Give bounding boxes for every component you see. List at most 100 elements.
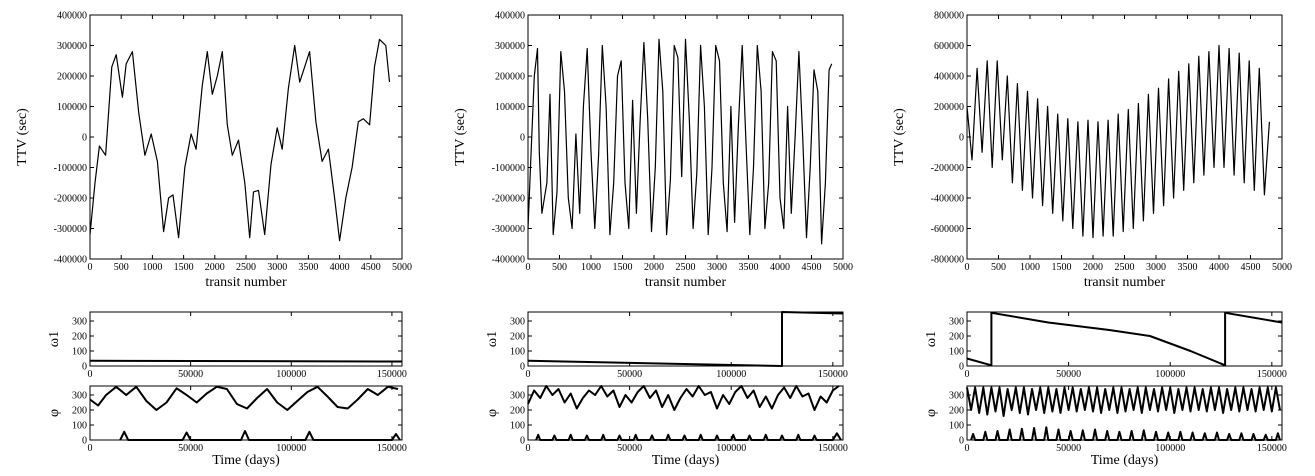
x-tick-label: 50000 xyxy=(617,369,642,380)
y-tick-label: 300 xyxy=(949,317,964,328)
y-tick-label: 200000 xyxy=(57,72,87,83)
y-tick-label: 400000 xyxy=(934,72,964,83)
x-tick-label: 0 xyxy=(965,369,970,380)
y-axis-label: φ xyxy=(485,409,500,417)
y-tick-label: 200 xyxy=(949,332,964,343)
series-line-ttv2-0 xyxy=(527,38,833,245)
y-tick-label: -300000 xyxy=(54,224,87,235)
y-tick-label: -200000 xyxy=(931,163,964,174)
x-tick-label: 3500 xyxy=(1178,262,1198,273)
panel-ttv2: 0 500 1000 1500 2000 2500 3000 3500 4000 4500 5000… xyxy=(453,11,853,291)
panel-ttv1: 0 500 1000 1500 2000 2500 3000 3500 4000 4500 5000… xyxy=(15,11,412,291)
x-tick-label: 0 xyxy=(88,369,93,380)
x-tick-label: 2000 xyxy=(644,262,664,273)
y-tick-label: -300000 xyxy=(492,224,525,235)
y-tick-label: -400000 xyxy=(931,194,964,205)
y-tick-label: 100 xyxy=(510,347,525,358)
y-tick-label: 0 xyxy=(959,133,964,144)
x-tick-label: 100000 xyxy=(1155,369,1185,380)
plot-frame xyxy=(89,311,403,367)
x-tick-label: 3000 xyxy=(267,262,287,273)
y-tick-label: -800000 xyxy=(931,255,964,266)
y-tick-label: -400000 xyxy=(54,255,87,266)
x-tick-label: 50000 xyxy=(617,443,642,454)
y-tick-label: -200000 xyxy=(492,194,525,205)
y-tick-label: 300000 xyxy=(495,41,525,52)
plot-frame xyxy=(966,311,1283,367)
x-tick-label: 3500 xyxy=(739,262,759,273)
y-tick-label: 100 xyxy=(72,347,87,358)
x-tick-label: 150000 xyxy=(377,369,407,380)
x-axis-label: transit number xyxy=(205,275,287,290)
y-tick-label: 200 xyxy=(510,332,525,343)
y-tick-label: -100000 xyxy=(54,163,87,174)
series-line-phi_c-1 xyxy=(970,426,1281,441)
x-tick-label: 5000 xyxy=(1272,262,1292,273)
y-tick-label: 0 xyxy=(520,362,525,373)
y-tick-label: 0 xyxy=(82,133,87,144)
panel-ttv3: 0 500 1000 1500 2000 2500 3000 3500 4000 4500 5000… xyxy=(892,11,1292,291)
y-tick-label: 300 xyxy=(510,317,525,328)
x-tick-label: 4000 xyxy=(330,262,350,273)
x-tick-label: 3000 xyxy=(707,262,727,273)
series-line-phi_a-1 xyxy=(119,430,401,441)
x-tick-label: 0 xyxy=(88,262,93,273)
x-tick-label: 0 xyxy=(526,369,531,380)
x-axis-label: Time (days) xyxy=(652,453,720,468)
x-axis-label: Time (days) xyxy=(1091,453,1159,468)
y-tick-label: 200 xyxy=(72,332,87,343)
x-tick-label: 4500 xyxy=(361,262,381,273)
y-tick-label: 300000 xyxy=(57,41,87,52)
x-tick-label: 1000 xyxy=(142,262,162,273)
series-line-w1a-0 xyxy=(89,359,403,363)
x-axis-label: transit number xyxy=(645,275,727,290)
y-tick-label: 300 xyxy=(949,391,964,402)
series-line-phi_b-1 xyxy=(535,432,842,441)
x-tick-label: 50000 xyxy=(1056,369,1081,380)
y-tick-label: -600000 xyxy=(931,224,964,235)
x-tick-label: 100000 xyxy=(716,369,746,380)
y-tick-label: -200000 xyxy=(54,194,87,205)
y-tick-label: 0 xyxy=(82,436,87,447)
x-tick-label: 500 xyxy=(991,262,1006,273)
x-tick-label: 500 xyxy=(552,262,567,273)
x-tick-label: 4000 xyxy=(770,262,790,273)
series-line-phi_b-0 xyxy=(527,385,840,411)
x-tick-label: 1000 xyxy=(1020,262,1040,273)
y-tick-label: 200 xyxy=(510,406,525,417)
y-axis-label: TTV (sec) xyxy=(892,108,907,166)
y-tick-label: 0 xyxy=(82,362,87,373)
x-tick-label: 2500 xyxy=(1115,262,1135,273)
series-line-phi_a-0 xyxy=(89,385,399,411)
x-tick-label: 50000 xyxy=(1056,443,1081,454)
plot-frame xyxy=(527,311,844,367)
x-tick-label: 50000 xyxy=(178,443,203,454)
series-line-w1c-0 xyxy=(966,311,1283,367)
series-line-ttv1-0 xyxy=(89,38,391,242)
y-tick-label: 100000 xyxy=(495,102,525,113)
y-axis-label: φ xyxy=(924,409,939,417)
x-tick-label: 150000 xyxy=(377,443,407,454)
x-axis-label: Time (days) xyxy=(212,453,280,468)
x-tick-label: 4000 xyxy=(1209,262,1229,273)
y-tick-label: 300 xyxy=(72,317,87,328)
x-tick-label: 4500 xyxy=(1241,262,1261,273)
x-tick-label: 0 xyxy=(526,443,531,454)
x-tick-label: 150000 xyxy=(818,369,848,380)
x-tick-label: 100000 xyxy=(276,369,306,380)
plot-frame xyxy=(89,385,403,441)
series-line-phi_c-0 xyxy=(966,386,1281,417)
x-tick-label: 3000 xyxy=(1146,262,1166,273)
y-tick-label: 100 xyxy=(949,347,964,358)
x-tick-label: 500 xyxy=(114,262,129,273)
x-tick-label: 150000 xyxy=(1257,369,1287,380)
series-line-w1b-0 xyxy=(527,311,844,367)
x-tick-label: 100000 xyxy=(276,443,306,454)
y-tick-label: 200000 xyxy=(495,72,525,83)
